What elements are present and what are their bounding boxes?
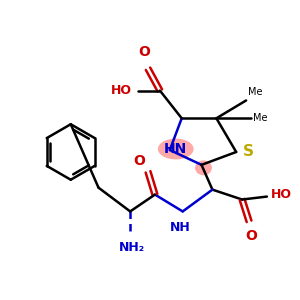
Text: Me: Me bbox=[248, 88, 262, 98]
Text: HN: HN bbox=[164, 142, 188, 156]
Text: O: O bbox=[245, 229, 257, 243]
Text: S: S bbox=[243, 145, 254, 160]
Text: NH: NH bbox=[170, 221, 191, 234]
Text: Me: Me bbox=[253, 113, 268, 123]
Text: HO: HO bbox=[271, 188, 292, 201]
Ellipse shape bbox=[195, 160, 212, 175]
Text: O: O bbox=[133, 154, 145, 168]
Ellipse shape bbox=[158, 139, 194, 159]
Text: HO: HO bbox=[111, 84, 132, 97]
Text: NH₂: NH₂ bbox=[119, 241, 145, 254]
Text: O: O bbox=[138, 45, 150, 59]
